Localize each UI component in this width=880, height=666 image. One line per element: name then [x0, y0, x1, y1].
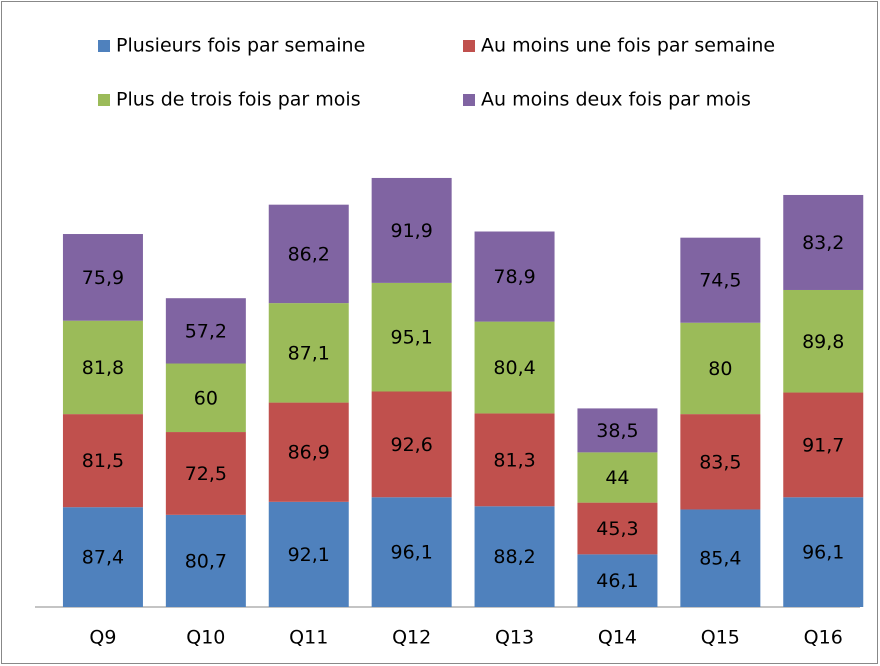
data-label: 96,1 — [802, 542, 844, 564]
data-label: 95,1 — [390, 327, 432, 349]
data-label: 85,4 — [699, 548, 741, 570]
data-label: 81,3 — [493, 449, 535, 471]
legend-swatch — [98, 40, 110, 52]
data-label: 91,7 — [802, 434, 844, 456]
legend-label: Au moins une fois par semaine — [481, 35, 775, 57]
data-label: 83,5 — [699, 451, 741, 473]
x-tick-label: Q14 — [598, 627, 637, 649]
x-tick-label: Q9 — [89, 627, 116, 649]
bar-segment — [680, 237, 761, 323]
data-label: 89,8 — [802, 331, 844, 353]
legend-label: Au moins deux fois par mois — [481, 89, 751, 111]
bar-segment — [62, 234, 143, 321]
bar-segment — [577, 408, 658, 453]
bar-segment — [268, 204, 349, 304]
data-label: 83,2 — [802, 232, 844, 254]
bar-segment — [371, 282, 452, 392]
bar-segment — [268, 501, 349, 607]
bar-segment — [62, 320, 143, 415]
data-label: 45,3 — [596, 518, 638, 540]
data-label: 38,5 — [596, 420, 638, 442]
x-tick-label: Q16 — [804, 627, 843, 649]
x-tick-label: Q12 — [392, 627, 431, 649]
legend-label: Plus de trois fois par mois — [116, 89, 361, 111]
data-label: 80,4 — [493, 357, 535, 379]
data-label: 78,9 — [493, 266, 535, 288]
bar-segment — [577, 452, 658, 503]
data-label: 87,1 — [288, 342, 330, 364]
data-label: 72,5 — [185, 463, 227, 485]
legend-label: Plusieurs fois par semaine — [116, 35, 365, 57]
data-label: 92,1 — [288, 544, 330, 566]
data-label: 86,9 — [288, 442, 330, 464]
data-label: 75,9 — [82, 267, 124, 289]
bar-segment — [62, 507, 143, 607]
data-label: 81,5 — [82, 450, 124, 472]
data-label: 74,5 — [699, 270, 741, 292]
data-label: 91,9 — [390, 220, 432, 242]
bar-segment — [165, 514, 246, 607]
legend-swatch — [463, 40, 475, 52]
data-label: 60 — [194, 387, 218, 409]
data-label: 81,8 — [82, 357, 124, 379]
data-label: 57,2 — [185, 320, 227, 342]
bar-segment — [474, 506, 555, 607]
data-label: 88,2 — [493, 546, 535, 568]
bar-segment — [680, 414, 761, 510]
bar-segment — [268, 402, 349, 502]
bar-segment — [474, 413, 555, 507]
data-label: 80 — [708, 358, 732, 380]
data-label: 80,7 — [185, 550, 227, 572]
data-label: 86,2 — [288, 243, 330, 265]
bar-segment — [474, 321, 555, 414]
bar-segment — [268, 303, 349, 403]
x-tick-label: Q11 — [289, 627, 328, 649]
bar-segment — [783, 497, 864, 607]
bar-segment — [62, 414, 143, 508]
bar-segment — [371, 497, 452, 607]
bar-segment — [577, 502, 658, 555]
bar-segment — [783, 289, 864, 393]
data-label: 46,1 — [596, 570, 638, 592]
bar-segment — [371, 177, 452, 283]
x-tick-label: Q15 — [701, 627, 740, 649]
bar-segment — [165, 432, 246, 515]
bar-segment — [474, 231, 555, 322]
x-tick-label: Q10 — [186, 627, 225, 649]
x-tick-label: Q13 — [495, 627, 534, 649]
bar-segment — [783, 194, 864, 290]
legend-swatch — [463, 94, 475, 106]
bar-segment — [783, 392, 864, 498]
data-label: 96,1 — [390, 542, 432, 564]
legend-swatch — [98, 94, 110, 106]
bar-segment — [680, 509, 761, 607]
bar-segment — [165, 298, 246, 364]
data-label: 92,6 — [390, 434, 432, 456]
bar-segment — [371, 391, 452, 498]
bar-segment — [577, 554, 658, 607]
bar-segment — [165, 363, 246, 433]
data-label: 87,4 — [82, 547, 124, 569]
bar-segment — [680, 322, 761, 415]
data-label: 44 — [605, 467, 629, 489]
